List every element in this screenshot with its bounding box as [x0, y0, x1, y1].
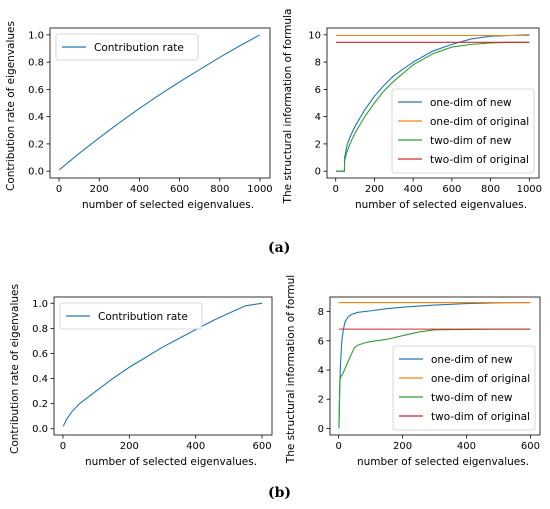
chart-a-left: 0 200 400 600 800 1000 0.0 0.2 0.4 0.6 0.8 1.0 numbe…	[5, 21, 273, 211]
x-tick-label: 0	[56, 184, 62, 195]
series-group	[58, 34, 261, 171]
y-tick-label: 6	[315, 85, 321, 96]
y-axis-label: Contribution rate of eigenvalues	[5, 21, 17, 191]
y-axis-label: The structural information of formul	[285, 275, 297, 464]
x-tick-label: 200	[393, 441, 412, 452]
y-tick-label: 0.2	[32, 399, 48, 410]
chart-a-right: 0 200 400 600 800 1000 0 2 4 6 8 10 number of select…	[282, 9, 542, 211]
series-line-2	[338, 328, 531, 429]
x-tick-label: 600	[521, 441, 540, 452]
axes-frame	[329, 296, 541, 436]
y-axis-label: The structural information of formula	[282, 9, 294, 205]
series-line-0	[335, 34, 530, 172]
x-tick-label: 400	[404, 184, 423, 195]
legend: Contribution rate	[55, 33, 199, 61]
series-line-0	[62, 302, 263, 427]
y-tick-label: 4	[315, 112, 321, 123]
y-axis-label: Contribution rate of eigenvalues	[9, 284, 21, 454]
caption-a: (a)	[268, 240, 291, 256]
legend-label-2: two-dim of new	[430, 135, 512, 147]
x-tick-label: 0	[60, 441, 66, 452]
x-axis-label: number of selected eigenvalues.	[357, 456, 529, 468]
axes-frame	[53, 296, 273, 436]
y-tick-label: 2	[318, 395, 324, 406]
x-tick-label: 800	[210, 184, 229, 195]
x-tick-label: 400	[186, 441, 205, 452]
y-tick-label: 0.4	[32, 374, 48, 385]
x-axis-label: number of selected eigenvalues.	[82, 199, 254, 211]
x-tick-label: 200	[120, 441, 139, 452]
legend-box	[391, 88, 535, 174]
y-tick-label: 1.0	[32, 299, 48, 310]
legend-box	[59, 302, 203, 330]
x-tick-label: 400	[457, 441, 476, 452]
y-tick-label: 0.2	[28, 139, 44, 150]
x-axis-label: number of selected eigenvalues.	[85, 456, 257, 468]
x-tick-label: 0	[333, 184, 339, 195]
y-tick-label: 0.8	[28, 58, 44, 69]
x-tick-label: 600	[170, 184, 189, 195]
y-tick-label: 0.0	[28, 167, 44, 178]
x-tick-label: 200	[365, 184, 384, 195]
legend-label-1: one-dim of original	[430, 116, 529, 128]
legend-label-0: one-dim of new	[430, 97, 512, 109]
y-tick-label: 1.0	[28, 30, 44, 41]
x-tick-label: 600	[252, 441, 271, 452]
legend-box	[55, 33, 199, 61]
axes-frame	[326, 27, 540, 179]
y-tick-label: 0.6	[32, 349, 48, 360]
x-tick-label: 1000	[517, 184, 542, 195]
y-tick-label: 0	[315, 167, 321, 178]
legend-label-3: two-dim of original	[430, 154, 529, 166]
series-group	[335, 34, 530, 172]
x-tick-label: 0	[335, 441, 341, 452]
legend: one-dim of new one-dim of original two-dim…	[392, 345, 536, 431]
y-tick-label: 8	[318, 307, 324, 318]
y-tick-label: 2	[315, 139, 321, 150]
legend-label-0: one-dim of new	[431, 354, 513, 366]
y-tick-label: 0.0	[32, 424, 48, 435]
legend-label-2: two-dim of new	[431, 392, 513, 404]
series-group	[62, 302, 263, 427]
x-tick-label: 400	[130, 184, 149, 195]
y-tick-label: 6	[318, 336, 324, 347]
x-tick-label: 800	[481, 184, 500, 195]
caption-b: (b)	[268, 485, 292, 501]
y-tick-label: 8	[315, 58, 321, 69]
legend-label-0: Contribution rate	[94, 42, 184, 54]
legend-label-1: one-dim of original	[431, 373, 530, 385]
y-tick-label: 4	[318, 366, 324, 377]
series-line-2	[335, 41, 530, 172]
y-tick-label: 0	[318, 424, 324, 435]
axes-frame	[49, 27, 271, 179]
chart-b-right: 0 200 400 600 0 2 4 6 8 number of selected eigenv…	[285, 275, 541, 468]
series-line-0	[58, 34, 261, 171]
legend: Contribution rate	[59, 302, 203, 330]
y-tick-label: 0.6	[28, 85, 44, 96]
series-line-0	[338, 302, 531, 429]
legend: one-dim of new one-dim of original two-dim…	[391, 88, 535, 174]
legend-label-3: two-dim of original	[431, 411, 530, 423]
x-tick-label: 200	[90, 184, 109, 195]
y-tick-label: 10	[308, 30, 321, 41]
legend-label-0: Contribution rate	[98, 311, 188, 323]
y-tick-label: 0.8	[32, 324, 48, 335]
y-tick-label: 0.4	[28, 112, 44, 123]
series-group	[338, 302, 531, 429]
x-tick-label: 600	[442, 184, 461, 195]
legend-box	[392, 345, 536, 431]
x-tick-label: 1000	[247, 184, 272, 195]
chart-b-left: 0 200 400 600 0.0 0.2 0.4 0.6 0.8 1.0 number of se…	[9, 284, 273, 468]
x-axis-label: number of selected eigenvalues.	[355, 199, 527, 211]
